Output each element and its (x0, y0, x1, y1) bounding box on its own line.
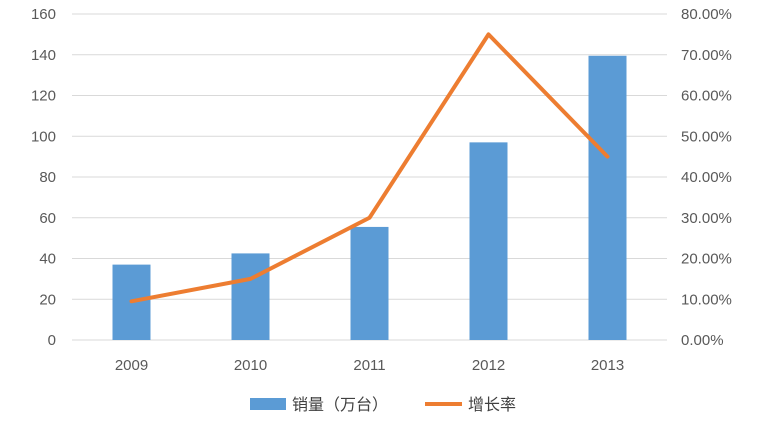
y-right-tick-label: 40.00% (681, 169, 732, 186)
line-point (369, 217, 370, 219)
line-point (250, 278, 251, 280)
line-point (131, 300, 132, 302)
y-left-tick-label: 100 (31, 128, 56, 145)
y-left-tick-label: 60 (39, 210, 56, 227)
y-right-tick-label: 60.00% (681, 88, 732, 105)
line-point (488, 33, 489, 35)
y-right-tick-label: 50.00% (681, 128, 732, 145)
y-left-tick-label: 0 (48, 332, 56, 349)
x-tick-label: 2012 (472, 357, 505, 374)
bar[interactable] (469, 142, 508, 340)
line-point (607, 156, 608, 158)
x-tick-label: 2013 (591, 357, 624, 374)
bar[interactable] (350, 226, 389, 340)
y-right-tick-label: 0.00% (681, 332, 724, 349)
bar[interactable] (588, 55, 627, 341)
y-right-tick-label: 70.00% (681, 47, 732, 64)
x-tick-label: 2009 (115, 357, 148, 374)
y-right-tick-label: 30.00% (681, 210, 732, 227)
bar[interactable] (231, 253, 270, 340)
y-left-tick-label: 160 (31, 6, 56, 23)
y-right-tick-label: 10.00% (681, 291, 732, 308)
legend-swatch-bar (250, 398, 286, 410)
y-left-tick-label: 120 (31, 88, 56, 105)
y-left-tick-label: 40 (39, 251, 56, 268)
y-left-tick-label: 140 (31, 47, 56, 64)
x-tick-label: 2011 (353, 357, 385, 374)
x-tick-label: 2010 (234, 357, 267, 374)
legend-label-sales: 销量（万台） (292, 395, 388, 414)
y-left-tick-label: 20 (39, 291, 56, 308)
y-right-tick-label: 20.00% (681, 251, 732, 268)
y-left-tick-label: 80 (39, 169, 56, 186)
legend-label-growth: 增长率 (468, 395, 516, 414)
y-right-tick-label: 80.00% (681, 6, 732, 23)
